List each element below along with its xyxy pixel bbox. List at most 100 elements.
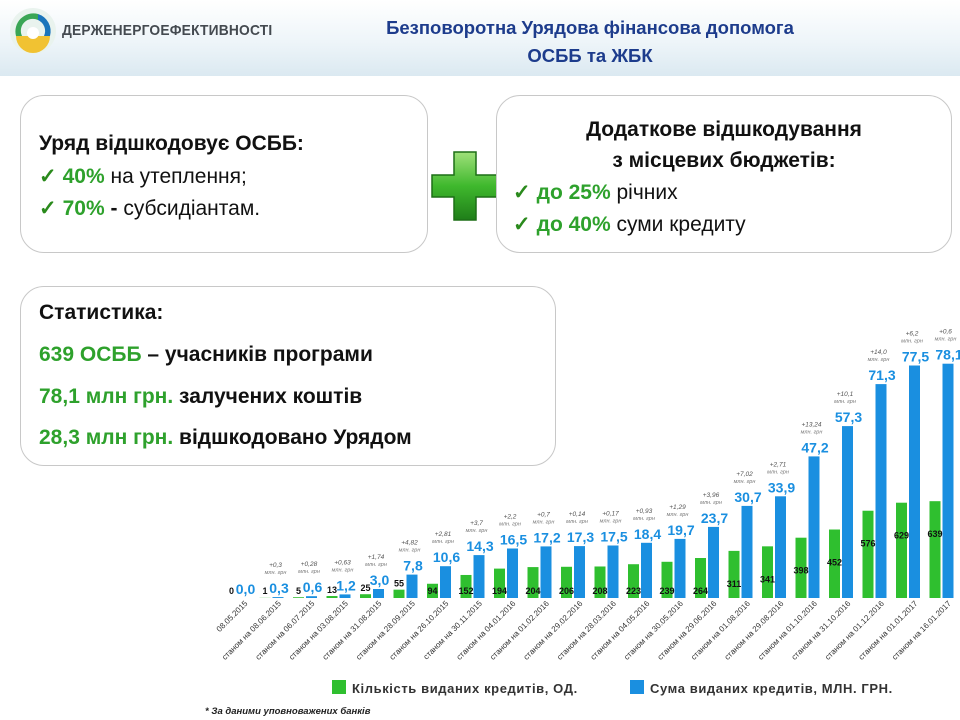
bar-credits-count	[293, 597, 304, 598]
label-credits-sum: 19,7	[667, 522, 694, 538]
label-credits-count: 5	[296, 586, 301, 596]
gov-item-1-pct: 40%	[62, 165, 105, 188]
tick-label-date: станом на 29.08.2016	[723, 599, 786, 662]
increment-value: +13,24	[801, 421, 821, 428]
increment-unit: млн. грн	[935, 337, 957, 343]
bar-credits-count	[896, 502, 907, 598]
tick-label-date: станом на 01.12.2016	[823, 599, 886, 662]
label-credits-count: 311	[727, 579, 742, 589]
label-credits-count: 94	[427, 586, 437, 596]
local-item-1: ✓ до 25% річних	[513, 180, 678, 205]
org-name: ДЕРЖЕНЕРГОЕФЕКТИВНОСТІ	[62, 22, 273, 39]
bar-credits-count	[795, 537, 807, 598]
label-credits-count: 152	[458, 586, 473, 596]
increment-unit: млн. грн	[633, 516, 655, 522]
increment-value: +3,96	[703, 492, 720, 499]
bar-credits-count	[527, 567, 539, 598]
label-credits-count: 206	[559, 586, 574, 596]
label-credits-sum: 71,3	[868, 367, 895, 383]
label-credits-sum: 47,2	[801, 439, 828, 455]
label-credits-sum: 30,7	[734, 489, 761, 505]
page-title: Безповоротна Урядова фінансова допомога …	[320, 14, 860, 70]
gov-item-2-dash: -	[104, 197, 124, 220]
label-credits-count: 576	[860, 539, 875, 549]
bar-credits-sum	[339, 594, 351, 598]
bar-credits-sum	[574, 546, 585, 598]
stats-line-1: 639 ОСББ – учасників програми	[39, 343, 373, 367]
tick-label-date: станом на 01.08.2016	[689, 599, 752, 662]
tick-label-date: станом на 30.11.2015	[422, 599, 485, 662]
tick-label-date: станом на 28.03.2016	[555, 599, 618, 662]
increment-unit: млн. грн	[466, 528, 488, 534]
label-credits-count: 0	[229, 586, 234, 596]
legend-swatch-count	[332, 680, 346, 694]
increment-unit: млн. грн	[298, 569, 320, 575]
bar-credits-sum	[875, 384, 887, 598]
bar-credits-count	[762, 546, 773, 598]
increment-unit: млн. грн	[667, 512, 689, 518]
label-credits-count: 1	[262, 586, 267, 596]
government-compensation-box: Уряд відшкодовує ОСББ: ✓ 40% на утеплення…	[20, 95, 428, 253]
tick-label-date: станом на 06.07.2015	[254, 599, 317, 662]
gov-item-1-text: на утеплення;	[104, 165, 247, 188]
tick-label-date: станом на 08.06.2015	[220, 599, 283, 662]
tick-label-date: станом на 28.09.2015	[354, 599, 417, 662]
label-credits-sum: 14,3	[466, 538, 493, 554]
increment-unit: млн. грн	[901, 339, 923, 345]
increment-unit: млн. грн	[365, 562, 387, 568]
increment-unit: млн. грн	[499, 522, 521, 528]
bar-credits-count	[460, 574, 472, 598]
bar-credits-sum	[306, 596, 317, 598]
label-credits-count: 452	[827, 558, 842, 568]
label-credits-sum: 57,3	[835, 409, 862, 425]
bar-credits-count	[829, 529, 840, 598]
check-icon: ✓	[513, 213, 531, 236]
page-title-line1: Безповоротна Урядова фінансова допомога	[386, 17, 794, 38]
label-credits-count: 629	[894, 531, 909, 541]
bar-credits-count	[695, 558, 706, 598]
bar-credits-sum	[406, 574, 418, 598]
increment-value: +0,14	[569, 511, 586, 518]
increment-value: +2,2	[504, 514, 517, 521]
increment-value: +3,7	[470, 520, 483, 527]
stats-line-2: 78,1 млн грн. залучених коштів	[39, 385, 362, 409]
bar-credits-count	[360, 594, 371, 598]
bar-credits-count	[594, 566, 606, 598]
label-credits-sum: 33,9	[768, 479, 795, 495]
increment-value: +4,82	[401, 540, 418, 547]
tick-label-date: станом на 26.10.2015	[388, 599, 451, 662]
tick-label-date: 08.05.2015	[215, 599, 250, 634]
plus-icon	[431, 151, 499, 221]
increment-value: +1,74	[368, 554, 385, 561]
check-icon: ✓	[513, 181, 531, 204]
label-credits-count: 13	[327, 585, 337, 595]
label-credits-count: 194	[492, 586, 507, 596]
increment-unit: млн. грн	[700, 500, 722, 506]
local-box-title: Додаткове відшкодування з місцевих бюдже…	[497, 114, 951, 176]
increment-value: +1,29	[669, 504, 686, 511]
label-credits-count: 398	[793, 566, 808, 576]
check-icon: ✓	[39, 165, 57, 188]
increment-value: +0,6	[939, 329, 952, 336]
increment-unit: млн. грн	[734, 479, 756, 485]
bar-credits-sum	[775, 496, 786, 598]
label-credits-count: 239	[659, 586, 674, 596]
label-credits-count: 223	[626, 586, 641, 596]
bar-credits-count	[929, 501, 941, 598]
tick-label-date: станом на 01.01.2017	[857, 599, 920, 662]
gov-item-1: ✓ 40% на утеплення;	[39, 164, 247, 189]
local-budget-box: Додаткове відшкодування з місцевих бюдже…	[496, 95, 952, 253]
increment-unit: млн. грн	[533, 519, 555, 525]
bar-credits-sum	[741, 505, 753, 598]
loans-chart: 0 0,0 08.05.2015 1 0,3 +0,3 млн. грн станом на …	[200, 300, 960, 720]
bar-credits-count	[561, 566, 572, 598]
label-credits-count: 55	[394, 579, 404, 589]
increment-value: +7,02	[736, 471, 753, 478]
header-band: ДЕРЖЕНЕРГОЕФЕКТИВНОСТІ Безповоротна Уряд…	[0, 0, 960, 76]
increment-unit: млн. грн	[767, 469, 789, 475]
tick-label-date: станом на 29.02.2016	[522, 599, 585, 662]
increment-unit: млн. грн	[801, 429, 823, 435]
label-credits-sum: 0,3	[269, 580, 289, 596]
bar-credits-sum	[272, 597, 284, 598]
label-credits-sum: 0,6	[303, 579, 323, 595]
